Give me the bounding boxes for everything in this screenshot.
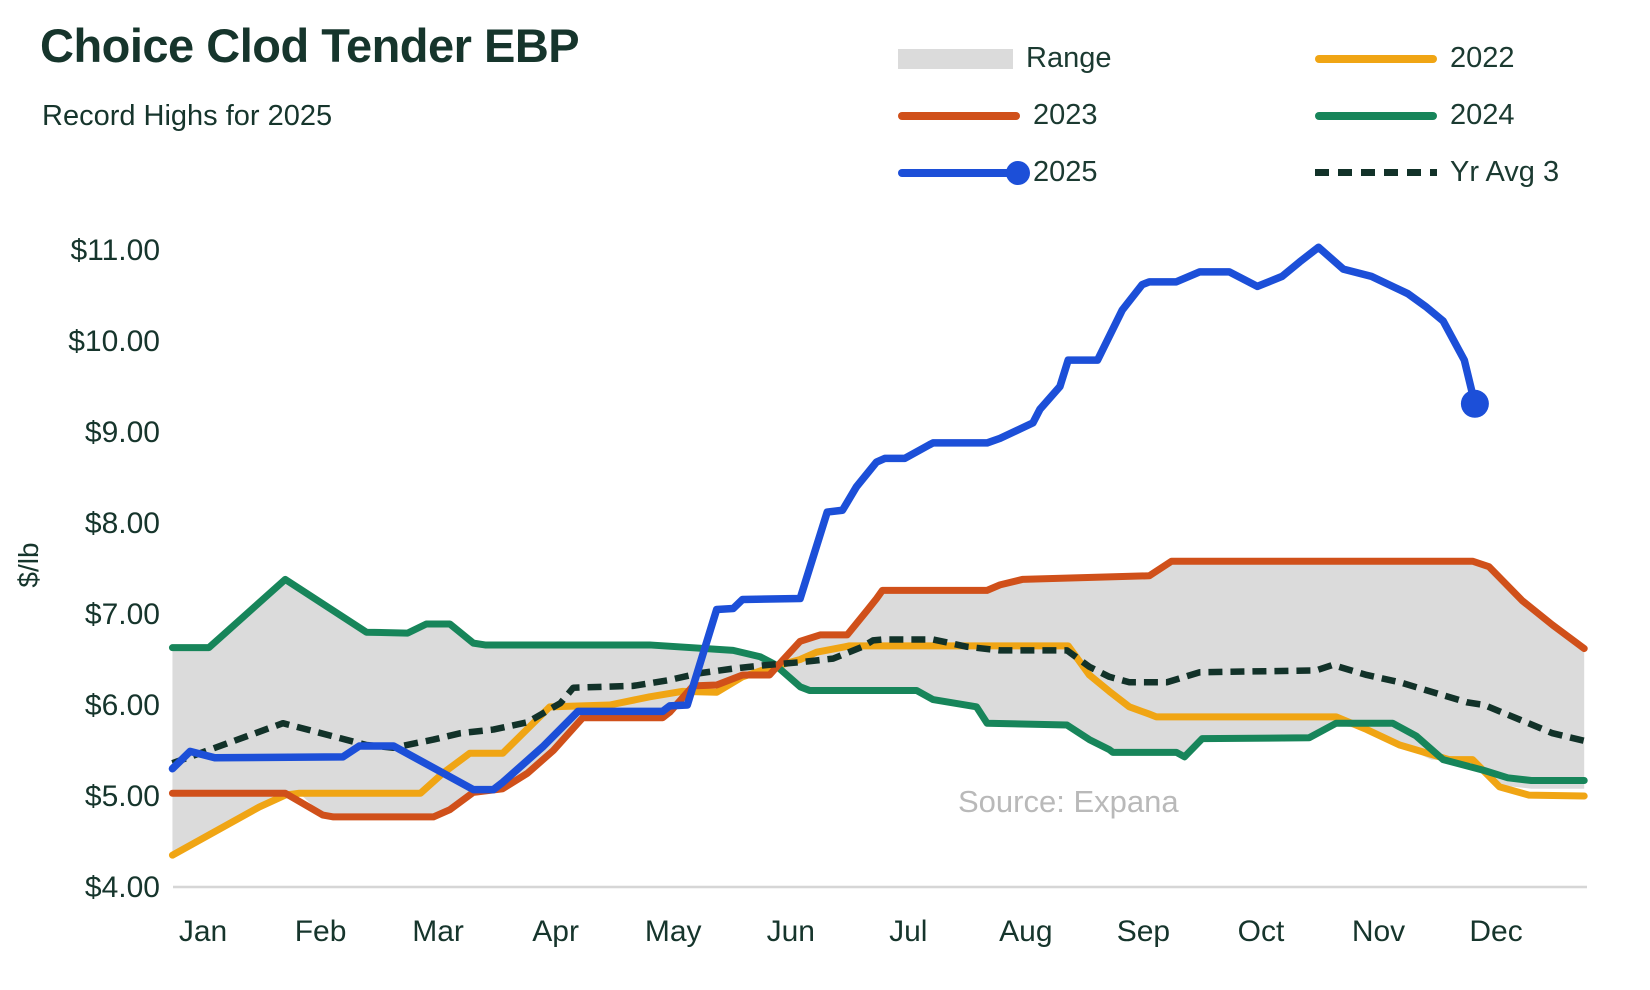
y-tick-label: $6.00 [85, 689, 160, 722]
series-2025-end-dot [1460, 389, 1489, 418]
month-label-aug: Aug [999, 915, 1052, 948]
y-tick-label: $7.00 [85, 598, 160, 631]
legend-label-2024: 2024 [1450, 99, 1515, 131]
month-label-jan: Jan [179, 915, 227, 948]
legend-item-yravg3: Yr Avg 3 [1315, 156, 1650, 189]
legend-swatch-range [898, 48, 1013, 69]
y-tick-label: $9.00 [85, 416, 160, 449]
month-label-jul: Jul [889, 915, 927, 948]
series-2023-line [168, 557, 1588, 821]
y-axis-title: $/lb [13, 542, 44, 587]
legend-swatch-2024 [1315, 111, 1437, 120]
legend-item-2025: 2025 [898, 156, 1315, 189]
month-label-feb: Feb [295, 915, 347, 948]
legend-label-2025: 2025 [1033, 156, 1098, 188]
legend-label-2023: 2023 [1033, 99, 1098, 131]
chart-legend: Range 2023 2025 2022 2024 Yr Avg 3 [898, 30, 1650, 201]
series-2025-line [168, 243, 1479, 794]
month-label-jun: Jun [767, 915, 815, 948]
month-label-sep: Sep [1117, 915, 1170, 948]
source-label: Source: Expana [958, 784, 1179, 819]
legend-swatch-2023 [898, 111, 1020, 120]
legend-label-yravg3: Yr Avg 3 [1450, 156, 1560, 188]
series-2024-line [168, 575, 1588, 785]
legend-item-2023: 2023 [898, 99, 1315, 132]
y-tick-label: $10.00 [68, 325, 160, 358]
legend-item-2022: 2022 [1315, 42, 1650, 75]
legend-label-range: Range [1026, 42, 1112, 74]
legend-label-2022: 2022 [1450, 42, 1515, 74]
month-label-oct: Oct [1238, 915, 1285, 948]
month-label-dec: Dec [1469, 915, 1522, 948]
y-tick-label: $5.00 [85, 780, 160, 813]
page-subtitle: Record Highs for 2025 [42, 100, 333, 132]
y-tick-label: $11.00 [70, 234, 160, 267]
page-title: Choice Clod Tender EBP [40, 19, 580, 72]
series-2022-line [168, 642, 1588, 859]
legend-item-2024: 2024 [1315, 99, 1650, 132]
legend-swatch-yravg3 [1315, 169, 1437, 176]
series-yr-avg-3-line [171, 636, 1588, 767]
legend-item-range: Range [898, 42, 1315, 75]
range-band [172, 561, 1585, 856]
month-label-apr: Apr [532, 915, 579, 948]
legend-dot-icon [1006, 160, 1030, 185]
y-tick-label: $4.00 [85, 871, 160, 904]
month-label-nov: Nov [1352, 915, 1405, 948]
y-tick-label: $8.00 [85, 507, 160, 540]
legend-swatch-2022 [1315, 54, 1437, 63]
month-label-may: May [645, 915, 702, 948]
legend-swatch-2025 [898, 160, 1030, 185]
month-label-mar: Mar [412, 915, 464, 948]
